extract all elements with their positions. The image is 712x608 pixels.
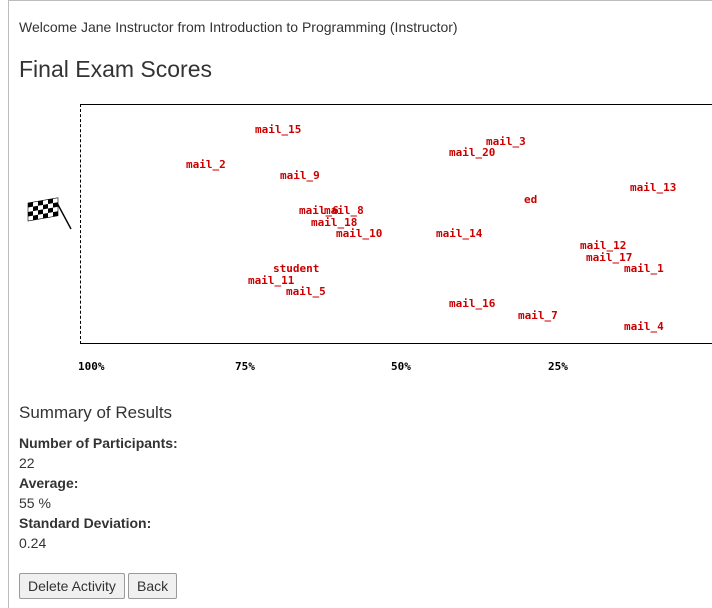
tick-label: 50% <box>391 360 411 373</box>
stddev-value: 0.24 <box>19 535 47 551</box>
tick-label: 75% <box>235 360 255 373</box>
average-label: Average: <box>19 475 79 491</box>
tick-label: 25% <box>548 360 568 373</box>
participants-label: Number of Participants: <box>19 435 178 451</box>
racer-mail-13: mail_13 <box>630 181 677 194</box>
page-title: Final Exam Scores <box>19 56 213 82</box>
racer-mail-17: mail_17 <box>586 251 633 264</box>
racer-mail-14: mail_14 <box>436 227 483 240</box>
tick-label: 100% <box>78 360 105 373</box>
average-value: 55 % <box>19 495 51 511</box>
back-button[interactable]: Back <box>128 573 178 599</box>
checkered-flag-icon <box>27 197 72 230</box>
racer-mail-10: mail_10 <box>336 227 383 240</box>
racer-student: student <box>273 262 320 275</box>
racer-mail-12: mail_12 <box>580 239 627 252</box>
racer-mail-15: mail_15 <box>255 123 302 136</box>
racer-mail-6: mail_6 <box>299 204 339 217</box>
race-track <box>80 104 712 344</box>
racer-ed: ed <box>524 193 538 206</box>
racer-mail-9: mail_9 <box>280 169 320 182</box>
racer-mail-11: mail_11 <box>248 274 295 287</box>
stddev-label: Standard Deviation: <box>19 515 152 531</box>
participants-value: 22 <box>19 455 35 471</box>
summary-title: Summary of Results <box>19 403 173 422</box>
racer-mail-4: mail_4 <box>624 320 664 333</box>
racer-mail-20: mail_20 <box>449 146 496 159</box>
welcome-message: Welcome Jane Instructor from Introductio… <box>19 19 458 35</box>
main-frame <box>8 0 712 608</box>
racer-mail-7: mail_7 <box>518 309 558 322</box>
racer-mail-16: mail_16 <box>449 297 496 310</box>
racer-mail-2: mail_2 <box>186 158 226 171</box>
racer-mail-8: mail_8 <box>324 204 364 217</box>
racer-mail-18: mail_18 <box>311 216 358 229</box>
racer-mail-5: mail_5 <box>286 285 326 298</box>
racer-mail-3: mail_3 <box>486 135 526 148</box>
racer-mail-1: mail_1 <box>624 262 664 275</box>
delete-activity-button[interactable]: Delete Activity <box>19 573 125 599</box>
